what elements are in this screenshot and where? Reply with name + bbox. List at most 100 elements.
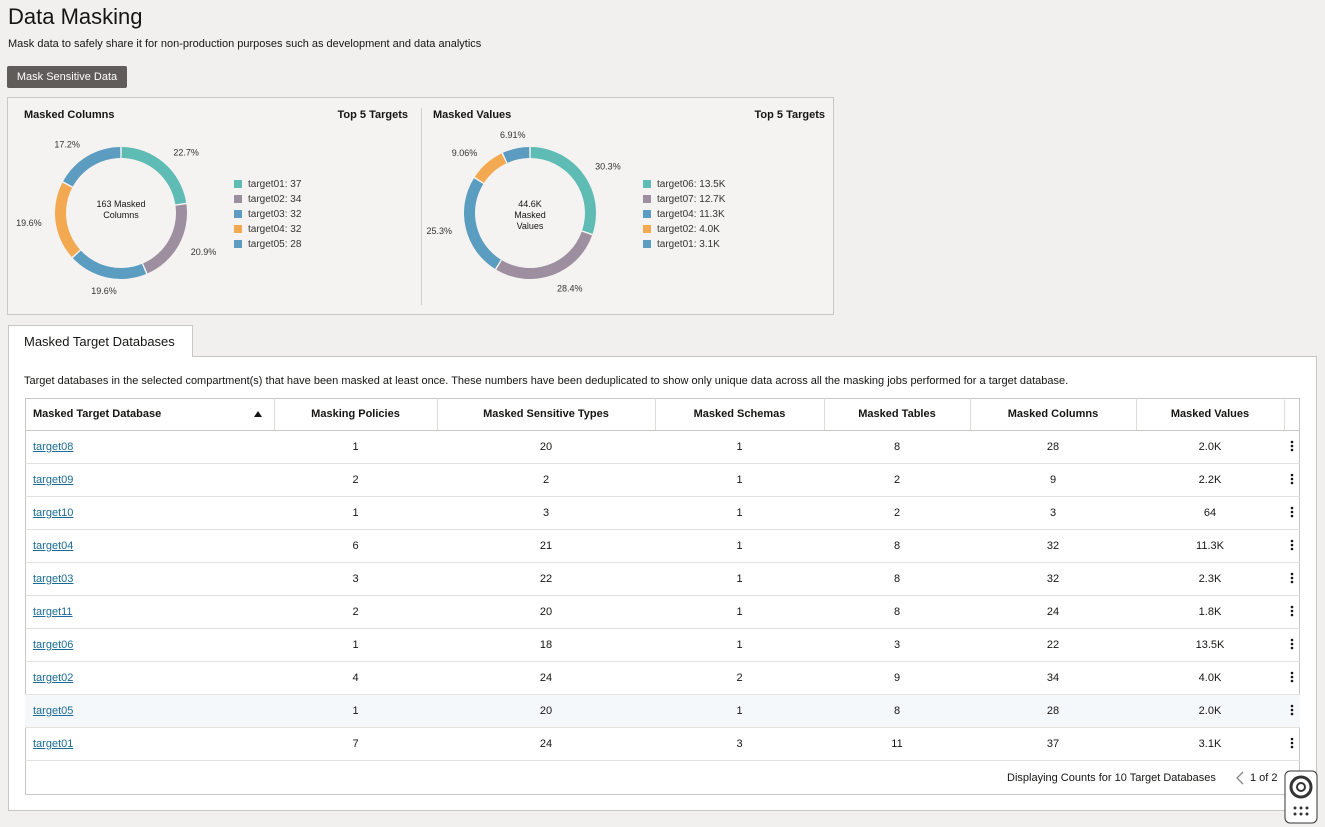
row-actions [1284, 562, 1300, 596]
kebab-menu[interactable] [1290, 539, 1294, 551]
table-cell: 2.0K [1136, 430, 1284, 464]
table-cell: 1 [655, 430, 824, 464]
table-cell: 8 [824, 430, 970, 464]
target-link[interactable]: target08 [33, 441, 74, 453]
table-cell: 3 [655, 727, 824, 761]
target-link[interactable]: target09 [33, 474, 74, 486]
donut-slice [121, 147, 187, 205]
table-cell: target02 [25, 661, 274, 695]
table-cell: 24 [437, 661, 655, 695]
donut-slice [502, 147, 530, 163]
charts: Masked Columns Top 5 Targets 22.7% 20.9% 19.… [16, 109, 825, 296]
table-row: target10 1 3 1 2 3 64 [25, 496, 1300, 530]
prev-page[interactable] [1234, 771, 1246, 785]
table: Masked Target Database Masking Policies Ma… [25, 398, 1300, 761]
table-cell: 18 [437, 628, 655, 662]
divider [421, 108, 422, 305]
table-cell: target01 [25, 727, 274, 761]
table-cell: 1 [655, 529, 824, 563]
tab[interactable]: Masked Target Databases [8, 325, 193, 357]
table-cell: 4 [274, 661, 437, 695]
table-cell: 20 [437, 694, 655, 728]
target-link[interactable]: target05 [33, 705, 74, 717]
target-link[interactable]: target01 [33, 738, 74, 750]
kebab-menu[interactable] [1290, 473, 1294, 485]
table-cell: 24 [970, 595, 1136, 629]
kebab-menu[interactable] [1290, 572, 1294, 584]
table-row: target05 1 20 1 8 28 2.0K [25, 694, 1300, 728]
chart-title: Masked Columns [24, 109, 114, 121]
mask-button[interactable]: Mask Sensitive Data [7, 66, 127, 88]
donut-slice [474, 153, 507, 183]
legend-entry: target05: 28 [248, 239, 302, 250]
center-label: 44.6K Masked Values [514, 199, 546, 229]
table-cell: 22 [437, 562, 655, 596]
target-link[interactable]: target02 [33, 672, 74, 684]
donut-slice [530, 147, 596, 234]
row-actions [1284, 661, 1300, 695]
table-cell: 8 [824, 529, 970, 563]
donut-slice [72, 250, 147, 280]
column-header: Masking Policies [274, 398, 438, 431]
table-cell: 1 [274, 496, 437, 530]
kebab-menu[interactable] [1290, 737, 1294, 749]
actions-header [1284, 398, 1300, 431]
kebab-menu[interactable] [1290, 440, 1294, 452]
row-actions [1284, 496, 1300, 530]
kebab-menu[interactable] [1290, 638, 1294, 650]
table-cell: 2 [655, 661, 824, 695]
target-link[interactable]: target11 [33, 606, 73, 618]
center-label-box: 44.6K Masked Values [514, 199, 546, 229]
table-cell: 1 [655, 496, 824, 530]
sort-icon[interactable] [253, 411, 262, 417]
table-cell: 3 [437, 496, 655, 530]
table-cell: 8 [824, 694, 970, 728]
kebab-menu[interactable] [1290, 605, 1294, 617]
row-actions [1284, 463, 1300, 497]
page-title: Data Masking [8, 4, 143, 29]
table-cell: 3 [824, 628, 970, 662]
donut-slice [496, 231, 593, 280]
legend-swatch [234, 240, 242, 248]
table-cell: 1 [655, 694, 824, 728]
kebab-menu[interactable] [1290, 704, 1294, 716]
table-cell: 1 [274, 628, 437, 662]
target-link[interactable]: target10 [33, 507, 74, 519]
legend-swatch [234, 225, 242, 233]
table-cell: 3.1K [1136, 727, 1284, 761]
table-cell: target04 [25, 529, 274, 563]
column-header: Masked Tables [824, 398, 971, 431]
legend-entry: target03: 32 [248, 209, 302, 220]
kebab-menu[interactable] [1290, 671, 1294, 683]
row-actions [1284, 430, 1300, 464]
legend-entry: target01: 3.1K [657, 239, 720, 250]
table-cell: 32 [970, 562, 1136, 596]
table-cell: 37 [970, 727, 1136, 761]
slice-label: 20.9% [191, 247, 217, 257]
table-row: target03 3 22 1 8 32 2.3K [25, 562, 1300, 596]
description: Target databases in the selected compart… [24, 375, 1069, 387]
target-link[interactable]: target06 [33, 639, 74, 651]
help-button[interactable] [1284, 770, 1318, 824]
legend-swatch [643, 195, 651, 203]
table-cell: 11.3K [1136, 529, 1284, 563]
target-link[interactable]: target04 [33, 540, 74, 552]
table-cell: 28 [970, 430, 1136, 464]
table-cell: 1 [655, 463, 824, 497]
column-header: Masked Schemas [655, 398, 825, 431]
column-header: Masked Values [1136, 398, 1285, 431]
table-cell: 2 [274, 463, 437, 497]
donut-slice [463, 178, 501, 269]
table-cell: 32 [970, 529, 1136, 563]
table-cell: 13.5K [1136, 628, 1284, 662]
donut-slice [63, 147, 121, 187]
column-header: Masked Sensitive Types [437, 398, 656, 431]
legend-swatch [234, 195, 242, 203]
table-cell: 2 [274, 595, 437, 629]
legend-entry: target04: 11.3K [657, 209, 725, 220]
target-link[interactable]: target03 [33, 573, 74, 585]
slice-label: 22.7% [173, 147, 199, 157]
table-cell: 9 [970, 463, 1136, 497]
kebab-menu[interactable] [1290, 506, 1294, 518]
donut-slice [55, 182, 80, 257]
